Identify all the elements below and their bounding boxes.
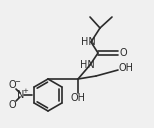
Text: HN: HN	[80, 60, 94, 70]
Text: N: N	[17, 90, 25, 100]
Text: OH: OH	[71, 93, 85, 103]
Text: O: O	[119, 48, 127, 58]
Text: O: O	[8, 100, 16, 110]
Text: −: −	[14, 79, 20, 85]
Text: O: O	[8, 80, 16, 90]
Text: OH: OH	[118, 63, 134, 73]
Text: +: +	[22, 88, 28, 94]
Text: HN: HN	[81, 37, 95, 47]
